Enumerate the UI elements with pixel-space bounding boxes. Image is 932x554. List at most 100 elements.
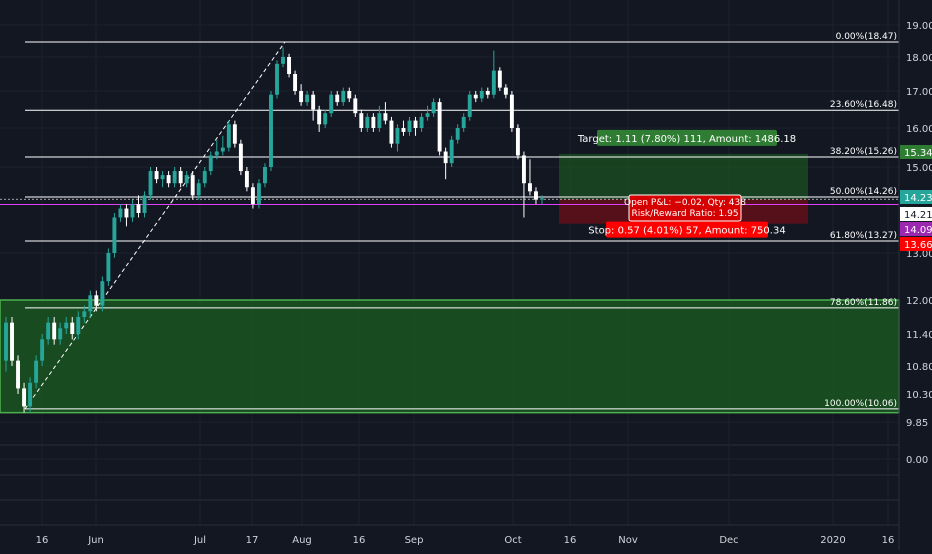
- candle-body[interactable]: [112, 217, 117, 253]
- candle-body[interactable]: [359, 113, 364, 128]
- candle-body[interactable]: [106, 253, 111, 282]
- candle-body[interactable]: [413, 120, 418, 128]
- candle-body[interactable]: [395, 128, 400, 144]
- candle-body[interactable]: [521, 155, 526, 184]
- candle-body[interactable]: [40, 339, 45, 361]
- candle-body[interactable]: [46, 322, 51, 340]
- candle-body[interactable]: [540, 198, 544, 200]
- candle-body[interactable]: [473, 94, 478, 99]
- candle-body[interactable]: [28, 382, 33, 407]
- candle-body[interactable]: [341, 91, 346, 103]
- candle-body[interactable]: [82, 311, 87, 317]
- candle-body[interactable]: [184, 175, 189, 184]
- candle-body[interactable]: [124, 208, 129, 218]
- candle-body[interactable]: [166, 175, 171, 184]
- candle-body[interactable]: [353, 98, 358, 114]
- candle-body[interactable]: [76, 317, 81, 334]
- y-tick-label: 10.30: [906, 390, 932, 401]
- candle-body[interactable]: [4, 322, 8, 361]
- candle-body[interactable]: [437, 102, 442, 152]
- price-tag-box: [900, 222, 932, 236]
- candle-body[interactable]: [287, 57, 292, 74]
- candle-body[interactable]: [401, 128, 406, 132]
- y-tick-label: 13.00: [906, 249, 932, 260]
- candle-body[interactable]: [190, 175, 195, 196]
- candle-body[interactable]: [10, 322, 14, 361]
- candle-body[interactable]: [425, 113, 430, 117]
- candle-body[interactable]: [94, 295, 99, 306]
- candle-body[interactable]: [305, 94, 310, 103]
- candle-body[interactable]: [323, 113, 328, 125]
- candle-body[interactable]: [52, 322, 57, 340]
- candle-body[interactable]: [479, 91, 484, 99]
- candle-body[interactable]: [383, 113, 388, 121]
- candle-body[interactable]: [431, 102, 436, 114]
- candle-body[interactable]: [389, 120, 394, 144]
- candle-body[interactable]: [485, 91, 490, 95]
- x-tick-label: Sep: [405, 535, 424, 546]
- candle-body[interactable]: [491, 70, 496, 95]
- candle-body[interactable]: [275, 63, 279, 95]
- candle-body[interactable]: [220, 147, 225, 152]
- candle-body[interactable]: [497, 70, 502, 88]
- candle-body[interactable]: [419, 116, 424, 128]
- x-tick-label: 16: [882, 535, 895, 546]
- demand-zone[interactable]: [0, 299, 900, 414]
- candle-body[interactable]: [377, 113, 382, 128]
- candle-body[interactable]: [263, 167, 267, 184]
- candle-body[interactable]: [467, 94, 472, 117]
- candle-body[interactable]: [449, 139, 454, 164]
- candle-body[interactable]: [130, 204, 135, 218]
- candle-body[interactable]: [371, 116, 376, 128]
- candle-body[interactable]: [100, 281, 105, 306]
- candle-body[interactable]: [256, 183, 261, 205]
- candle-body[interactable]: [34, 360, 39, 383]
- candle-body[interactable]: [226, 124, 231, 148]
- candle-body[interactable]: [461, 116, 466, 128]
- candle-body[interactable]: [443, 151, 448, 164]
- candle-body[interactable]: [250, 187, 255, 205]
- candle-body[interactable]: [515, 128, 520, 156]
- candle-body[interactable]: [269, 94, 273, 167]
- candle-body[interactable]: [329, 94, 334, 114]
- candle-body[interactable]: [64, 322, 69, 329]
- candle-body[interactable]: [232, 124, 237, 144]
- candle-body[interactable]: [503, 87, 508, 95]
- candle-body[interactable]: [58, 328, 63, 340]
- fib-trend-line[interactable]: [24, 41, 286, 410]
- candle-body[interactable]: [88, 295, 93, 312]
- candle-body[interactable]: [293, 74, 298, 91]
- candle-body[interactable]: [311, 94, 316, 110]
- candle-body[interactable]: [335, 94, 340, 103]
- candle-body[interactable]: [118, 208, 123, 218]
- candle-body[interactable]: [22, 388, 27, 407]
- candle-body[interactable]: [196, 183, 201, 196]
- candle-body[interactable]: [214, 151, 219, 156]
- candle-body[interactable]: [202, 171, 207, 184]
- candle-body[interactable]: [317, 109, 322, 125]
- candle-body[interactable]: [172, 171, 177, 184]
- candle-body[interactable]: [509, 94, 514, 128]
- candle-body[interactable]: [244, 171, 249, 188]
- target-zone[interactable]: [559, 153, 808, 200]
- candle-body[interactable]: [70, 322, 75, 334]
- candle-body[interactable]: [136, 204, 141, 213]
- candle-body[interactable]: [16, 360, 21, 389]
- candle-body[interactable]: [142, 195, 147, 213]
- candle-body[interactable]: [148, 171, 153, 196]
- candle-body[interactable]: [178, 171, 183, 184]
- candle-body[interactable]: [299, 91, 304, 103]
- candle-body[interactable]: [208, 155, 213, 172]
- candle-body[interactable]: [160, 175, 165, 180]
- candle-body[interactable]: [347, 91, 352, 99]
- candle-body[interactable]: [281, 57, 285, 64]
- candle-body[interactable]: [238, 143, 243, 172]
- candle-body[interactable]: [455, 128, 460, 140]
- candle-body[interactable]: [365, 116, 370, 128]
- candle-body[interactable]: [534, 191, 538, 200]
- candle-body[interactable]: [527, 183, 532, 192]
- candle-body[interactable]: [154, 171, 159, 180]
- candle-body[interactable]: [407, 120, 412, 132]
